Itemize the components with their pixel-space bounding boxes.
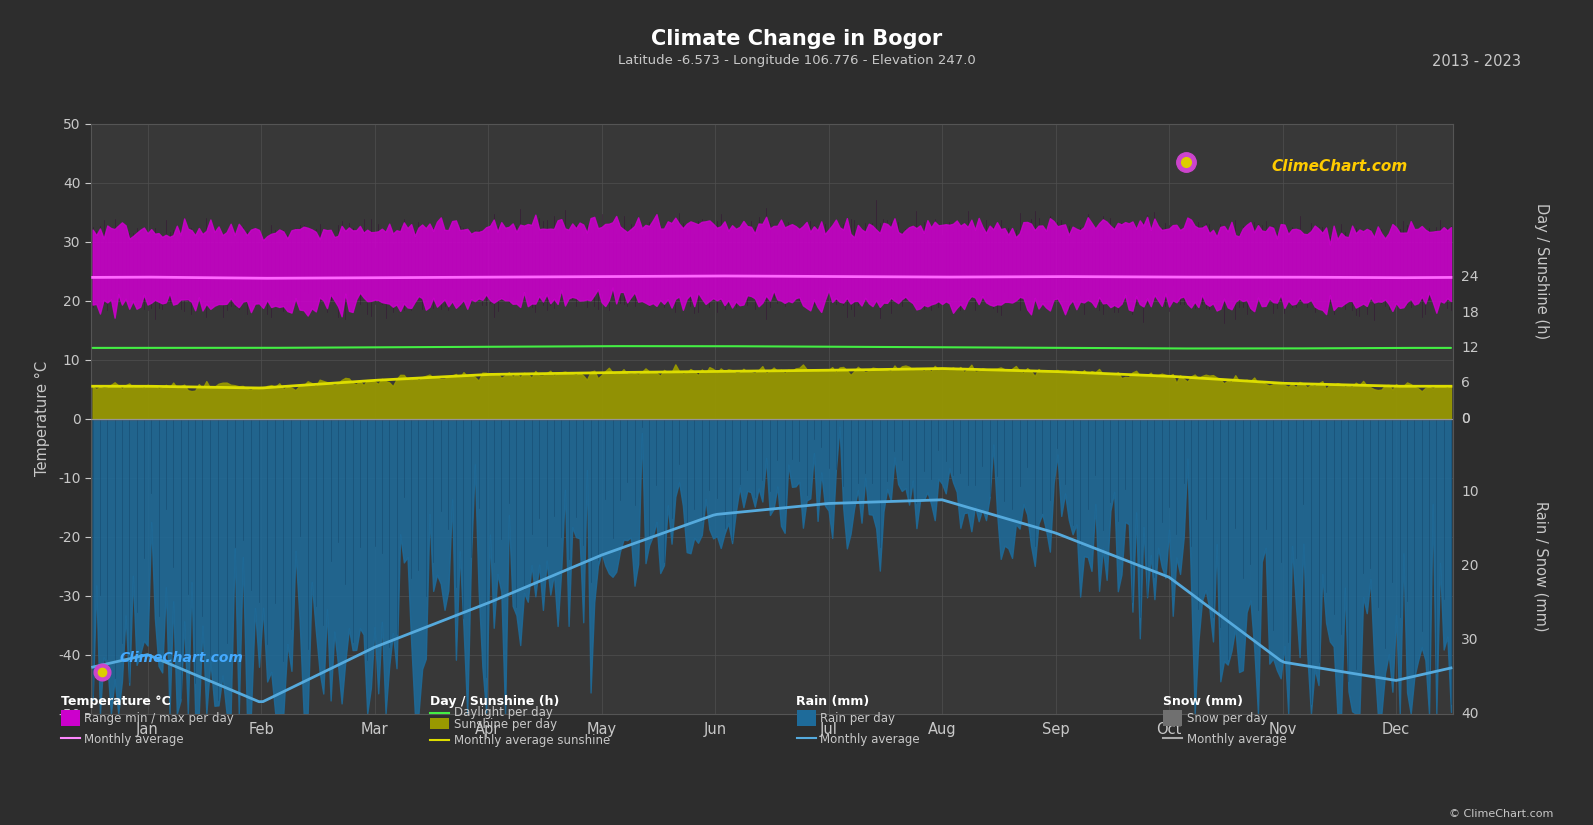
Text: 2013 - 2023: 2013 - 2023 bbox=[1432, 54, 1521, 68]
Text: Snow per day: Snow per day bbox=[1187, 712, 1268, 725]
Text: Snow (mm): Snow (mm) bbox=[1163, 695, 1243, 708]
Text: Rain per day: Rain per day bbox=[820, 712, 895, 725]
Text: Latitude -6.573 - Longitude 106.776 - Elevation 247.0: Latitude -6.573 - Longitude 106.776 - El… bbox=[618, 54, 975, 67]
Text: Rain / Snow (mm): Rain / Snow (mm) bbox=[1534, 501, 1548, 631]
Text: Monthly average: Monthly average bbox=[84, 733, 185, 746]
Text: 6: 6 bbox=[1461, 376, 1470, 390]
Text: Daylight per day: Daylight per day bbox=[454, 706, 553, 719]
Text: Range min / max per day: Range min / max per day bbox=[84, 712, 234, 725]
Text: Sunshine per day: Sunshine per day bbox=[454, 718, 558, 731]
Y-axis label: Temperature °C: Temperature °C bbox=[35, 361, 49, 476]
Text: 24: 24 bbox=[1461, 270, 1478, 284]
Text: 20: 20 bbox=[1461, 559, 1478, 573]
Text: Rain (mm): Rain (mm) bbox=[796, 695, 870, 708]
Text: Day / Sunshine (h): Day / Sunshine (h) bbox=[430, 695, 559, 708]
Text: Monthly average: Monthly average bbox=[820, 733, 921, 746]
Text: 10: 10 bbox=[1461, 485, 1478, 499]
Text: Day / Sunshine (h): Day / Sunshine (h) bbox=[1534, 203, 1548, 339]
Text: 40: 40 bbox=[1461, 707, 1478, 720]
Text: 18: 18 bbox=[1461, 305, 1478, 319]
Text: Monthly average: Monthly average bbox=[1187, 733, 1287, 746]
Text: 30: 30 bbox=[1461, 633, 1478, 647]
Text: 0: 0 bbox=[1461, 412, 1470, 426]
Text: © ClimeChart.com: © ClimeChart.com bbox=[1448, 808, 1553, 818]
Text: Monthly average sunshine: Monthly average sunshine bbox=[454, 733, 610, 747]
Text: Temperature °C: Temperature °C bbox=[61, 695, 170, 708]
Text: ClimeChart.com: ClimeChart.com bbox=[119, 651, 244, 665]
Text: ClimeChart.com: ClimeChart.com bbox=[1271, 159, 1408, 174]
Text: 12: 12 bbox=[1461, 341, 1478, 355]
Text: Climate Change in Bogor: Climate Change in Bogor bbox=[652, 29, 941, 49]
Text: 0: 0 bbox=[1461, 412, 1470, 426]
